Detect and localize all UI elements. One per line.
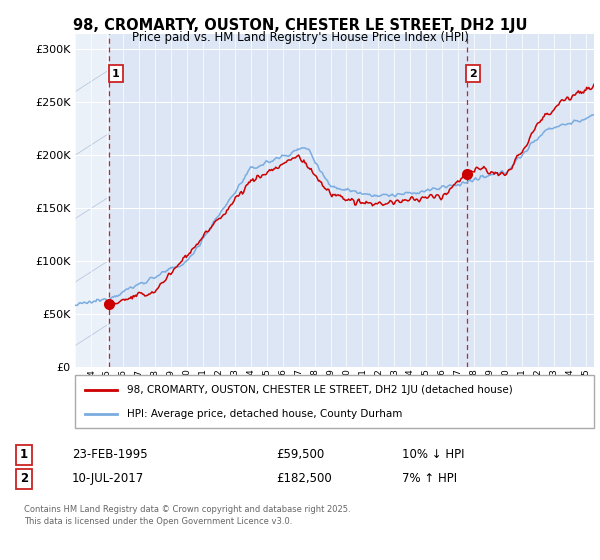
- Text: 1: 1: [20, 448, 28, 461]
- Text: £182,500: £182,500: [276, 472, 332, 486]
- Text: 1: 1: [112, 68, 119, 78]
- Text: 2: 2: [20, 472, 28, 486]
- Text: 98, CROMARTY, OUSTON, CHESTER LE STREET, DH2 1JU: 98, CROMARTY, OUSTON, CHESTER LE STREET,…: [73, 18, 527, 33]
- Text: 7% ↑ HPI: 7% ↑ HPI: [402, 472, 457, 486]
- Text: 2: 2: [469, 68, 477, 78]
- Text: 10-JUL-2017: 10-JUL-2017: [72, 472, 144, 486]
- Text: 23-FEB-1995: 23-FEB-1995: [72, 448, 148, 461]
- Text: Contains HM Land Registry data © Crown copyright and database right 2025.
This d: Contains HM Land Registry data © Crown c…: [24, 505, 350, 526]
- Text: 98, CROMARTY, OUSTON, CHESTER LE STREET, DH2 1JU (detached house): 98, CROMARTY, OUSTON, CHESTER LE STREET,…: [127, 385, 512, 395]
- Text: Price paid vs. HM Land Registry's House Price Index (HPI): Price paid vs. HM Land Registry's House …: [131, 31, 469, 44]
- Text: 10% ↓ HPI: 10% ↓ HPI: [402, 448, 464, 461]
- Text: £59,500: £59,500: [276, 448, 324, 461]
- FancyBboxPatch shape: [75, 375, 594, 428]
- Text: HPI: Average price, detached house, County Durham: HPI: Average price, detached house, Coun…: [127, 409, 402, 419]
